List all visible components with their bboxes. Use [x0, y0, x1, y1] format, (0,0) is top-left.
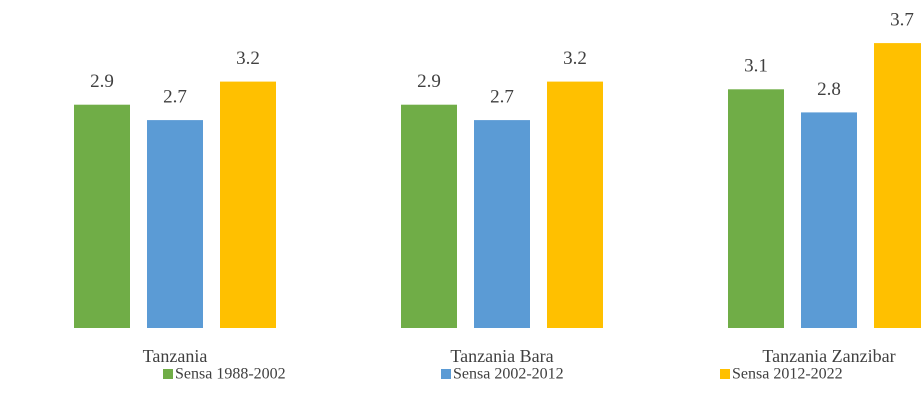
legend-label: Sensa 2002-2012 [453, 366, 564, 383]
data-label: 2.7 [163, 86, 187, 107]
x-tick-label: Tanzania Zanzibar [762, 346, 895, 366]
data-label: 2.9 [417, 71, 441, 92]
bar [401, 104, 457, 328]
data-label: 3.1 [744, 56, 768, 77]
legend-label: Sensa 1988-2002 [175, 366, 286, 383]
bar [74, 104, 130, 328]
bar [801, 112, 857, 329]
x-tick-label: Tanzania [143, 346, 208, 366]
data-label: 3.2 [563, 48, 587, 69]
legend-swatch [441, 369, 451, 379]
legend-swatch [720, 369, 730, 379]
data-label: 3.2 [236, 48, 260, 69]
bar [474, 120, 530, 328]
data-label: 3.7 [890, 9, 914, 30]
bar [220, 81, 276, 328]
data-label: 2.9 [90, 71, 114, 92]
legend-label: Sensa 2012-2022 [732, 366, 843, 383]
bar [874, 43, 921, 328]
x-tick-label: Tanzania Bara [450, 346, 553, 366]
legend-swatch [163, 369, 173, 379]
bar [147, 120, 203, 328]
data-label: 2.7 [490, 86, 514, 107]
bar [547, 81, 603, 328]
data-label: 2.8 [817, 79, 841, 100]
bar [728, 89, 784, 328]
